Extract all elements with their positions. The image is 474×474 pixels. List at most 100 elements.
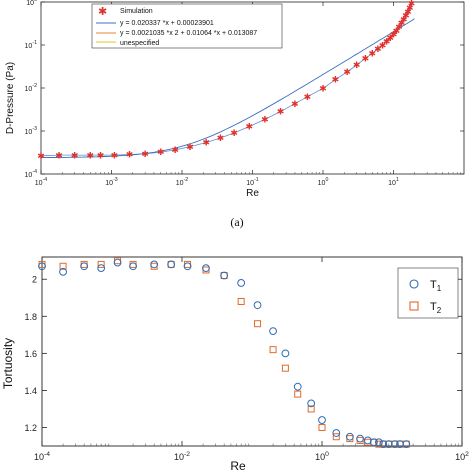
simulation-point: ✱ [402, 11, 410, 21]
t2-point [129, 260, 137, 268]
legend-label-simulation: Simulation [120, 8, 153, 15]
t1-point [293, 382, 302, 391]
x-tick-label: 10-2 [176, 177, 189, 187]
fit-line-linear [41, 18, 415, 159]
tick-base: 10 [105, 180, 113, 187]
t1-point [345, 432, 354, 441]
y-tick-label: 10-1 [25, 40, 38, 50]
simulation-point: ✱ [332, 76, 340, 86]
legend-label-t2: T2 [430, 301, 442, 315]
y-tick-label: 1.2 [24, 423, 37, 433]
t1-point [97, 264, 106, 273]
top-chart: ✱ ✱ ✱ ✱ ✱ ✱ ✱ ✱ ✱ ✱ ✱ ✱ ✱✱✱✱✱✱✱✱✱✱✱✱ ✱✱✱✱✱✱✱✱✱✱✱✱✱✱ 1… [5, 0, 465, 199]
y-tick-label: 2 [32, 275, 37, 285]
t2-point [294, 390, 302, 398]
simulation-point: ✱ [369, 50, 377, 60]
simulation-point: ✱ [37, 152, 45, 162]
trend-line [40, 3, 412, 157]
t1-point [369, 438, 378, 447]
simulation-point: ✱ [55, 151, 63, 161]
tick-base: 10 [25, 172, 33, 179]
bottom-legend-box [397, 267, 459, 319]
tick-base: 10 [25, 129, 33, 136]
tick-exponent: 0 [34, 0, 37, 3]
simulation-point: ✱ [97, 151, 105, 161]
t1-point [379, 440, 388, 449]
t2-point [281, 364, 289, 372]
tick-base: 10 [318, 180, 326, 187]
simulation-point: ✱ [141, 150, 149, 160]
simulation-point: ✱ [379, 42, 387, 52]
t2-point [269, 346, 277, 354]
t1-point [384, 440, 393, 449]
tick-base: 10 [34, 452, 44, 462]
legend-label-fit1: y = 0.020337 *x + 0.00023901 [120, 20, 214, 27]
t1-point [253, 301, 262, 310]
simulation-point: ✱ [171, 146, 179, 156]
tick-exponent: -4 [44, 451, 50, 458]
x-tick-label: 10-4 [35, 177, 48, 187]
bottom-y-axis-label: Tortuosity [1, 338, 15, 389]
t1-point [269, 327, 277, 336]
y-tick-label: 10-4 [25, 169, 38, 179]
t2-point [59, 262, 67, 270]
t2-point [356, 436, 364, 444]
t2-point [307, 405, 315, 413]
simulation-point: ✱ [87, 151, 95, 161]
x-tick-label: 10-4 [34, 451, 50, 462]
simulation-point: ✱ [398, 19, 406, 29]
t1-point [281, 349, 290, 358]
tick-base: 10 [174, 452, 184, 462]
t2-point [202, 266, 210, 274]
tick-base: 10 [388, 180, 396, 187]
tick-exponent: -2 [184, 451, 190, 458]
simulation-point: ✱ [362, 54, 370, 64]
t1-point [307, 399, 316, 408]
t1-point [38, 262, 46, 271]
tick-exponent: 0 [325, 451, 329, 458]
x-tick-label: 102 [455, 451, 469, 462]
tick-exponent: -2 [184, 177, 189, 183]
simulation-point: ✱ [230, 129, 238, 139]
t1-point [183, 262, 192, 271]
simulation-point: ✱ [400, 16, 408, 26]
x-tick-label: 10-3 [105, 177, 118, 187]
t2-point [332, 433, 340, 441]
t1-point [59, 267, 67, 276]
tick-exponent: 2 [465, 451, 469, 458]
t1-point [80, 262, 89, 271]
top-tick-labels: 10-4 10-3 10-2 10-1 100 10110-410-310-210-110… [25, 0, 399, 187]
simulation-point: ✱ [126, 151, 134, 161]
simulation-point: ✱ [304, 93, 312, 103]
top-x-axis-label: Re [246, 188, 259, 199]
simulation-point: ✱ [71, 151, 79, 161]
tick-exponent: -1 [254, 177, 259, 183]
tick-exponent: -2 [32, 83, 37, 89]
t1-point [202, 264, 210, 273]
t1-point [113, 258, 122, 267]
simulation-point: ✱ [383, 37, 391, 47]
tick-exponent: -4 [32, 169, 37, 175]
t1-point [220, 271, 229, 280]
top-legend: ✱ Simulation y = 0.020337 *x + 0.0002390… [91, 3, 283, 49]
t1-point [167, 260, 176, 269]
x-tick-label: 100 [318, 177, 329, 187]
tick-base: 10 [25, 86, 33, 93]
bottom-x-axis-label: Re [230, 459, 246, 473]
t2-point [97, 260, 105, 268]
tick-base: 10 [246, 180, 254, 187]
y-tick-label: 100 [26, 0, 37, 7]
x-tick-label: 10-2 [174, 451, 190, 462]
top-fit-lines [40, 3, 415, 159]
t1-point [356, 434, 364, 443]
simulation-point: ✱ [406, 4, 414, 14]
top-y-axis-label: D-Pressure (Pa) [5, 62, 16, 134]
tick-exponent: -1 [32, 40, 37, 46]
simulation-point: ✱ [217, 134, 225, 144]
simulation-point: ✱ [343, 68, 351, 78]
y-tick-label: 1.6 [24, 349, 37, 359]
bottom-legend: T1 T2 [397, 267, 459, 319]
y-tick-label: 10-2 [25, 83, 38, 93]
